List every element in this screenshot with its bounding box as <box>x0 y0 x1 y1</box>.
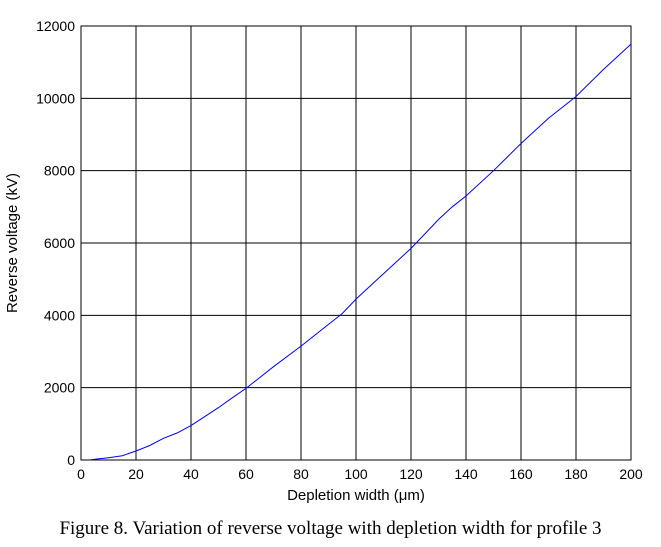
x-tick-label: 140 <box>454 466 478 482</box>
y-tick-label: 0 <box>67 452 75 468</box>
y-tick-label: 12000 <box>36 18 75 34</box>
y-tick-label: 4000 <box>44 307 75 323</box>
x-tick-label: 120 <box>399 466 423 482</box>
y-tick-label: 8000 <box>44 163 75 179</box>
x-tick-label: 100 <box>344 466 368 482</box>
x-tick-label: 20 <box>128 466 144 482</box>
y-tick-label: 10000 <box>36 90 75 106</box>
x-tick-label: 160 <box>509 466 533 482</box>
series-line <box>89 43 632 461</box>
figure-caption: Figure 8. Variation of reverse voltage w… <box>59 518 602 539</box>
x-axis-label: Depletion width (μm) <box>287 487 425 504</box>
y-tick-label: 6000 <box>44 235 75 251</box>
chart: 0 20 40 60 80 100 120 140 160 180 2000200040006000… <box>4 18 643 504</box>
y-tick-label: 2000 <box>44 380 75 396</box>
x-tick-label: 180 <box>564 466 588 482</box>
x-tick-label: 200 <box>619 466 643 482</box>
y-axis-label: Reverse voltage (kV) <box>4 173 21 313</box>
plot-frame <box>80 25 632 461</box>
x-tick-label: 40 <box>183 466 199 482</box>
x-tick-label: 0 <box>77 466 85 482</box>
x-tick-label: 80 <box>293 466 309 482</box>
ticks: 0 20 40 60 80 100 120 140 160 180 2000200040006000… <box>36 18 643 482</box>
grid <box>80 25 632 461</box>
x-tick-label: 60 <box>238 466 254 482</box>
